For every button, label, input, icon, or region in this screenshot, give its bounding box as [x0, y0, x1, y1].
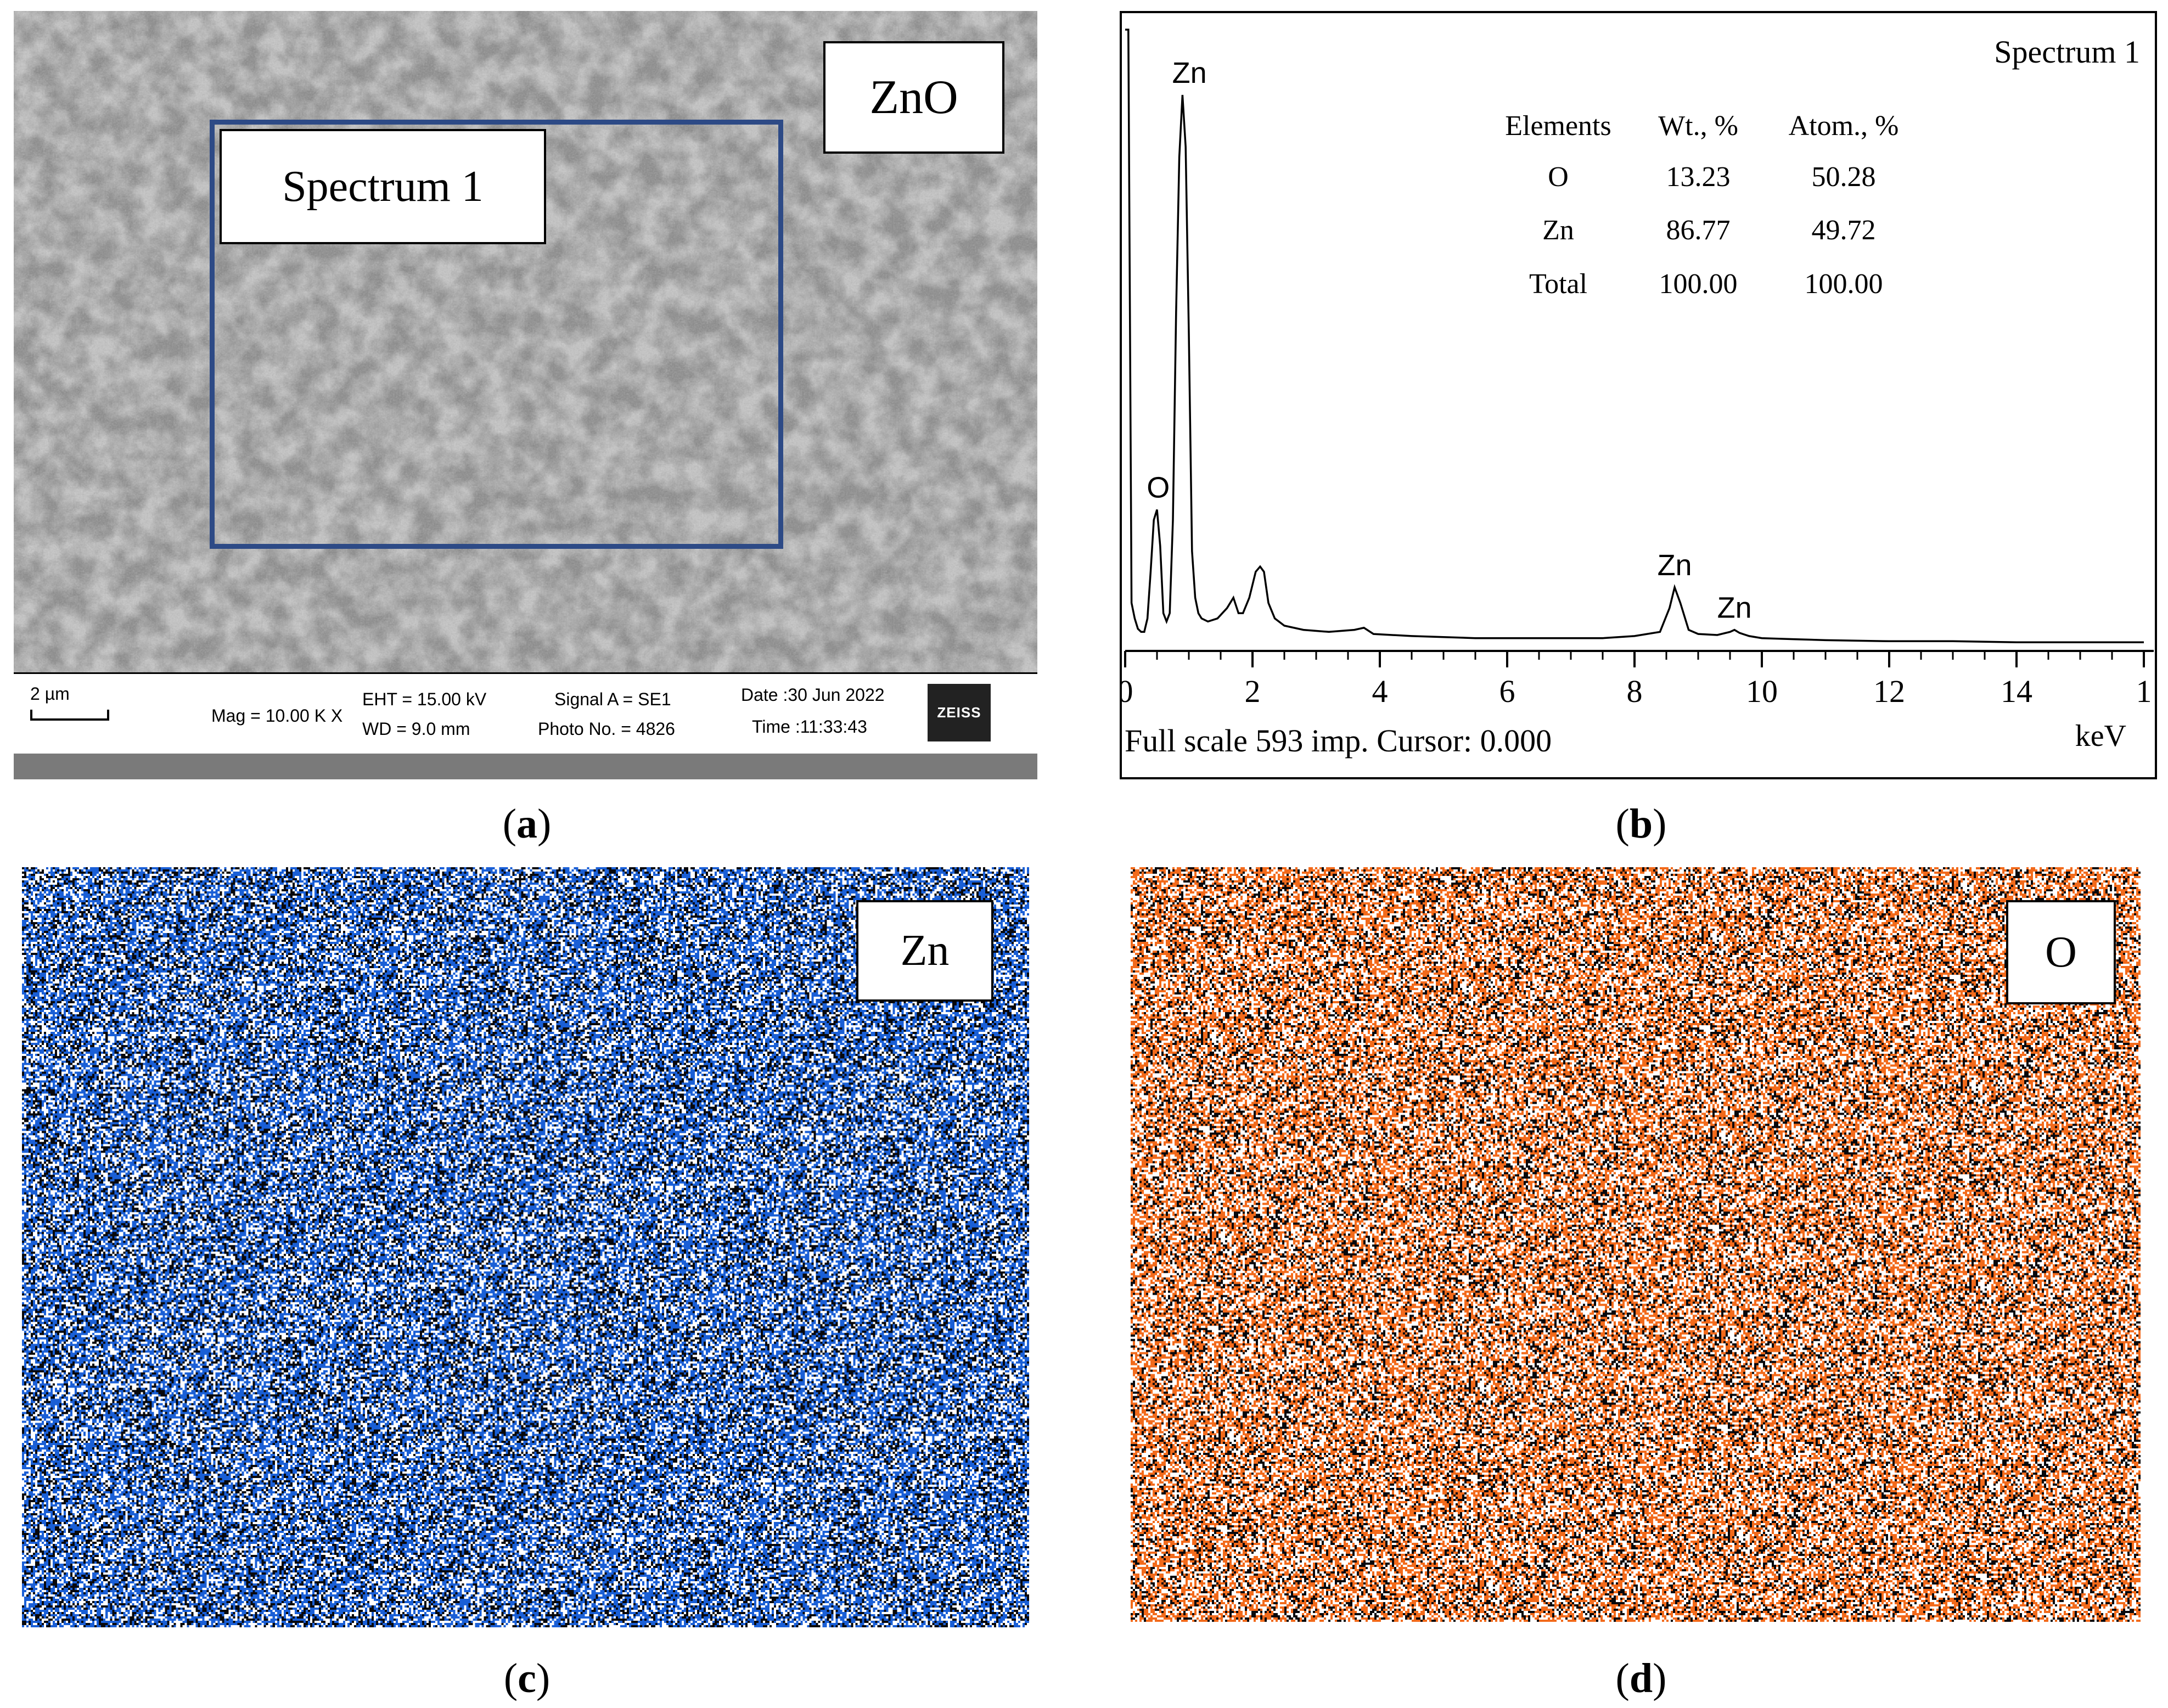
peak-label: Zn [1658, 549, 1692, 582]
table-cell: 86.77 [1666, 215, 1731, 246]
x-tick-label: 2 [1245, 673, 1261, 709]
eht-text: EHT = 15.00 kV [362, 689, 487, 709]
table-cell: 100.00 [1805, 268, 1883, 300]
sem-info-bar: 2 µm Mag = 10.00 K X EHT = 15.00 kV WD =… [14, 672, 1037, 754]
x-axis-unit: keV [2075, 719, 2126, 753]
magnification-text: Mag = 10.00 K X [211, 706, 343, 726]
panel-a-sem-image: Spectrum 1 ZnO 2 µm Mag = 10.00 K X EHT … [14, 11, 1037, 779]
zeiss-logo-text: ZEISS [937, 704, 981, 721]
o-element-map [1131, 867, 2141, 1622]
caption-a: (a) [502, 801, 552, 847]
table-cell: 13.23 [1666, 161, 1731, 193]
spectrum-footer: Full scale 593 imp. Cursor: 0.000 [1125, 723, 1552, 759]
table-header-atom: Atom., % [1789, 110, 1899, 142]
panel-b-eds-spectrum: Spectrum 1 Elements Wt., % Atom., % O 13… [1120, 11, 2157, 779]
material-label: ZnO [823, 41, 1004, 154]
x-tick-label: 8 [1627, 673, 1643, 709]
x-tick-label: 6 [1499, 673, 1515, 709]
table-cell: 100.00 [1659, 268, 1738, 300]
table-cell: Total [1529, 268, 1587, 300]
x-tick-label: 12 [1873, 673, 1905, 709]
zn-map-label-text: Zn [900, 926, 950, 975]
material-label-text: ZnO [869, 71, 958, 124]
caption-d: (d) [1615, 1655, 1667, 1701]
spectrum-region-label: Spectrum 1 [220, 129, 546, 244]
caption-c: (c) [503, 1655, 551, 1701]
scale-bar: 2 µm [30, 684, 113, 721]
spectrum-plot-area: 0 2 4 6 8 10 12 14 1 O Zn Zn Zn [1122, 29, 2154, 709]
spectrum-line [1125, 29, 2144, 643]
table-header-elements: Elements [1505, 110, 1611, 142]
peak-label: Zn [1717, 592, 1752, 625]
spectrum-region-text: Spectrum 1 [282, 162, 484, 211]
composition-table: Elements Wt., % Atom., % O 13.23 50.28 Z… [1505, 110, 1899, 300]
x-tick-label: 4 [1372, 673, 1388, 709]
scale-bar-label: 2 µm [30, 684, 70, 704]
table-cell: Zn [1542, 215, 1574, 246]
spectrum-region-frame [210, 120, 783, 549]
date-text: Date :30 Jun 2022 [741, 685, 885, 705]
chart-title: Spectrum 1 [1994, 34, 2140, 70]
table-cell: 49.72 [1812, 215, 1876, 246]
x-tick-label: 14 [2001, 673, 2032, 709]
signal-text: Signal A = SE1 [554, 689, 671, 709]
peak-label: O [1147, 471, 1170, 504]
peak-label: Zn [1172, 57, 1207, 89]
caption-b: (b) [1615, 801, 1667, 847]
table-cell: O [1548, 161, 1569, 193]
panel-d-o-map: O [1131, 867, 2141, 1622]
panel-c-zn-map: Zn [22, 867, 1029, 1627]
o-map-label: O [2006, 900, 2116, 1004]
zn-map-label: Zn [856, 900, 993, 1002]
x-tick-label: 1 [2136, 673, 2152, 709]
time-text: Time :11:33:43 [752, 717, 867, 737]
photo-number-text: Photo No. = 4826 [538, 719, 675, 739]
zeiss-logo: ZEISS [928, 684, 991, 741]
table-cell: 50.28 [1812, 161, 1876, 193]
eds-spectrum-chart: Spectrum 1 Elements Wt., % Atom., % O 13… [1122, 29, 2154, 759]
x-tick-label: 10 [1746, 673, 1778, 709]
x-tick-label: 0 [1122, 673, 1133, 709]
table-header-wt: Wt., % [1658, 110, 1738, 142]
wd-text: WD = 9.0 mm [362, 719, 470, 739]
o-map-label-text: O [2045, 928, 2077, 976]
